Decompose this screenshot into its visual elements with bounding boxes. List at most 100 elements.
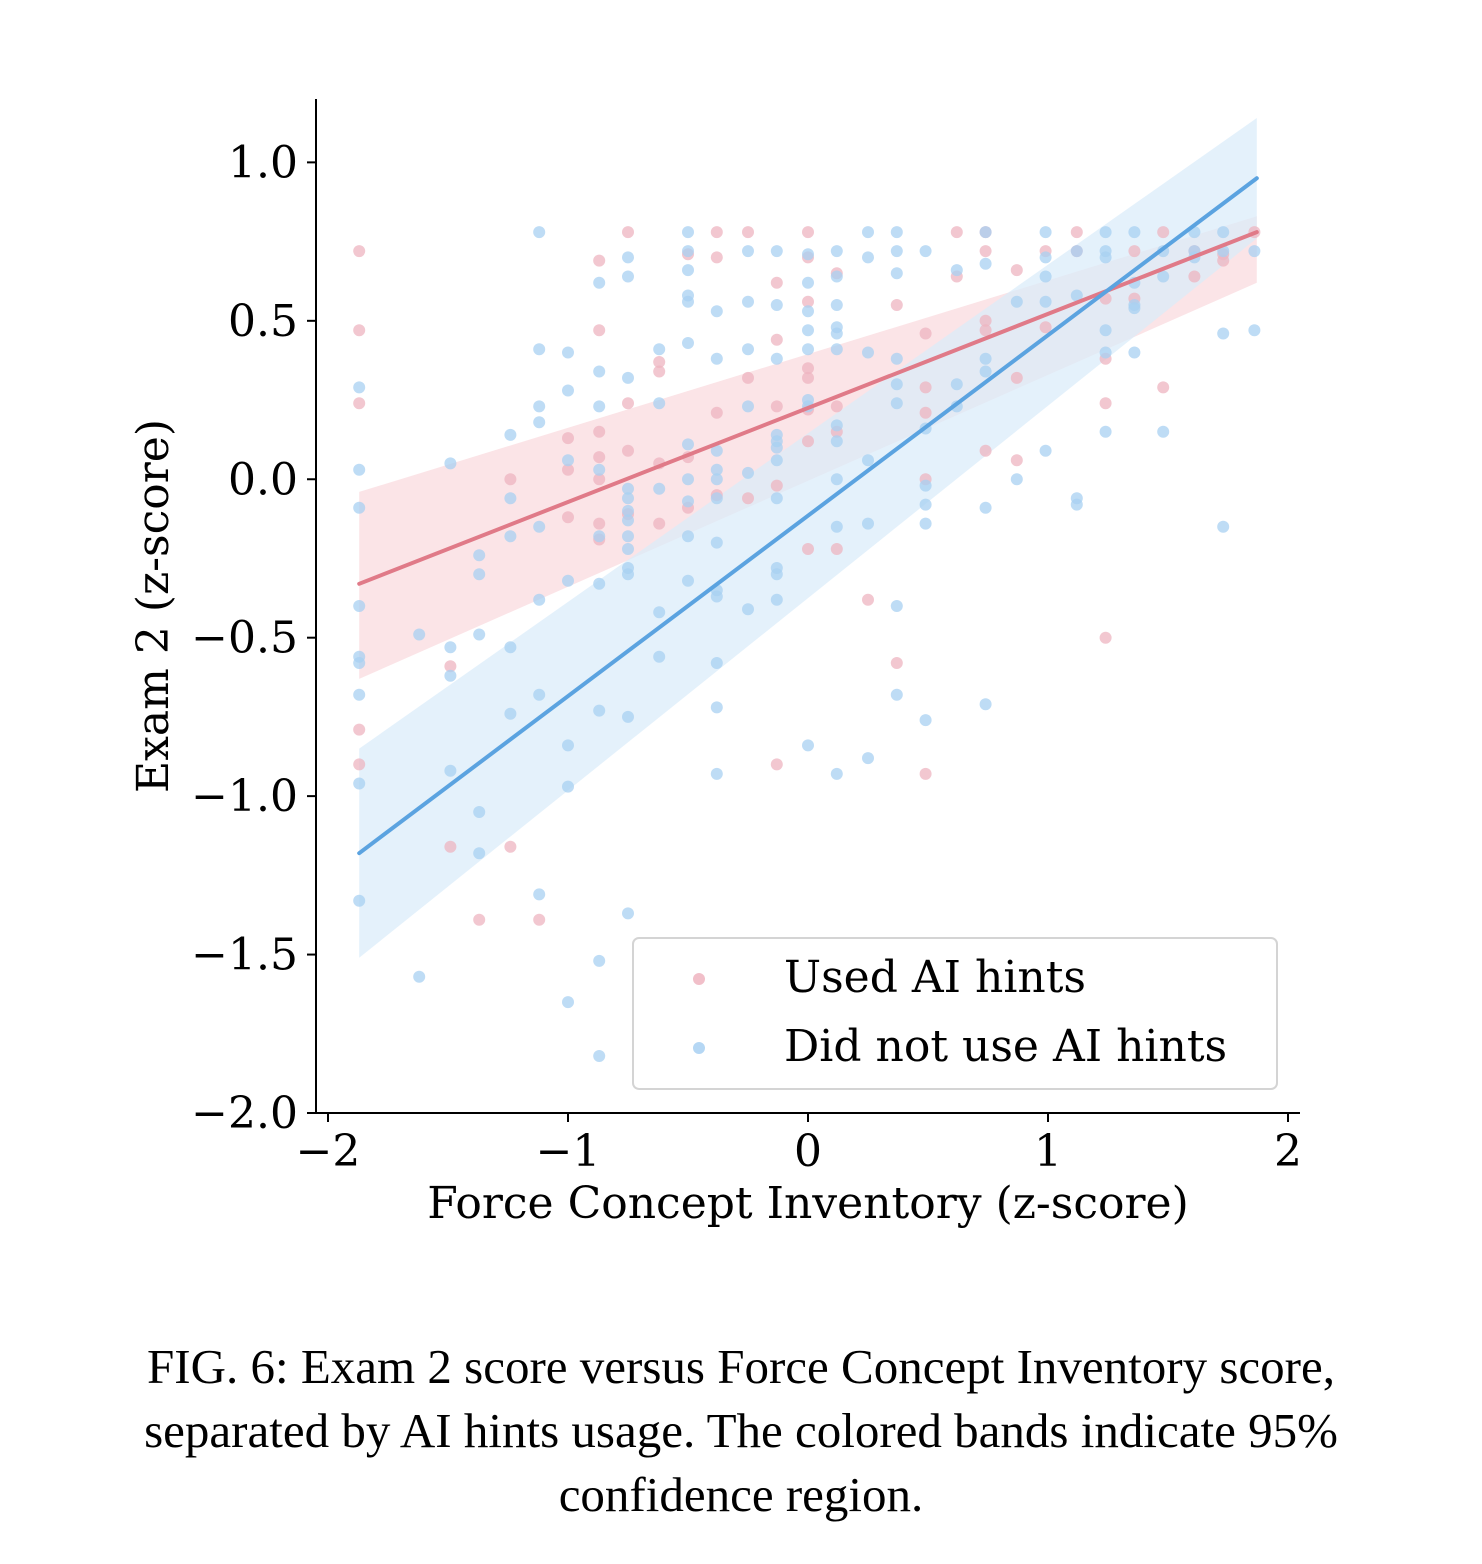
data-point-did-not-use-ai-hints	[562, 739, 574, 752]
data-point-used-ai-hints	[353, 758, 366, 771]
data-point-used-ai-hints	[533, 913, 546, 926]
data-point-did-not-use-ai-hints	[353, 688, 366, 701]
data-point-did-not-use-ai-hints	[682, 245, 694, 258]
data-point-did-not-use-ai-hints	[770, 492, 783, 505]
data-point-did-not-use-ai-hints	[473, 549, 486, 562]
data-point-did-not-use-ai-hints	[504, 707, 517, 720]
data-point-used-ai-hints	[890, 657, 903, 669]
data-point-used-ai-hints	[919, 327, 932, 340]
y-ticks: 1.0 0.5 0.0 −0.5 −1.0 −1.5 −2.0	[191, 137, 316, 1139]
data-point-did-not-use-ai-hints	[1070, 498, 1083, 511]
x-tick-label: −1	[536, 1126, 601, 1177]
data-point-did-not-use-ai-hints	[1217, 226, 1230, 239]
data-point-did-not-use-ai-hints	[444, 669, 457, 682]
data-point-did-not-use-ai-hints	[682, 226, 694, 239]
data-point-did-not-use-ai-hints	[533, 593, 546, 606]
data-point-did-not-use-ai-hints	[1039, 270, 1052, 283]
data-point-did-not-use-ai-hints	[890, 378, 903, 391]
data-point-did-not-use-ai-hints	[562, 996, 574, 1009]
data-point-used-ai-hints	[444, 660, 457, 673]
data-point-did-not-use-ai-hints	[1099, 251, 1112, 264]
data-point-did-not-use-ai-hints	[1128, 226, 1141, 239]
data-point-did-not-use-ai-hints	[682, 438, 694, 451]
data-point-did-not-use-ai-hints	[890, 397, 903, 410]
data-point-did-not-use-ai-hints	[353, 777, 366, 790]
data-point-used-ai-hints	[979, 245, 992, 258]
data-point-did-not-use-ai-hints	[473, 806, 486, 818]
x-ticks: −2 −1 0 1 2	[296, 1113, 1302, 1177]
data-point-did-not-use-ai-hints	[979, 257, 992, 270]
data-point-used-ai-hints	[919, 767, 932, 780]
y-tick-label: −1.0	[191, 771, 298, 822]
data-point-did-not-use-ai-hints	[979, 352, 992, 365]
data-point-did-not-use-ai-hints	[890, 600, 903, 612]
data-point-did-not-use-ai-hints	[682, 495, 694, 508]
data-point-used-ai-hints	[919, 406, 932, 419]
data-point-did-not-use-ai-hints	[742, 466, 754, 479]
legend-label-did-not-use-ai-hints: Did not use AI hints	[784, 1021, 1227, 1072]
data-point-used-ai-hints	[1039, 321, 1052, 334]
data-point-did-not-use-ai-hints	[562, 346, 574, 359]
data-point-did-not-use-ai-hints	[919, 479, 932, 492]
data-point-did-not-use-ai-hints	[622, 514, 634, 527]
data-point-did-not-use-ai-hints	[830, 327, 843, 340]
data-point-used-ai-hints	[919, 381, 932, 394]
data-point-did-not-use-ai-hints	[593, 530, 606, 543]
data-point-did-not-use-ai-hints	[742, 295, 754, 308]
y-tick-label: −0.5	[191, 613, 298, 664]
data-point-did-not-use-ai-hints	[890, 245, 903, 258]
data-point-used-ai-hints	[562, 432, 574, 445]
data-point-did-not-use-ai-hints	[593, 365, 606, 378]
data-point-did-not-use-ai-hints	[979, 698, 992, 711]
data-point-did-not-use-ai-hints	[653, 606, 666, 619]
data-point-used-ai-hints	[1099, 397, 1112, 410]
data-point-did-not-use-ai-hints	[710, 305, 723, 318]
data-point-used-ai-hints	[562, 463, 574, 476]
data-point-did-not-use-ai-hints	[473, 628, 486, 641]
data-point-used-ai-hints	[802, 371, 814, 384]
data-points	[353, 226, 1261, 1062]
data-point-did-not-use-ai-hints	[682, 574, 694, 587]
data-point-did-not-use-ai-hints	[1248, 324, 1261, 337]
data-point-did-not-use-ai-hints	[622, 482, 634, 495]
data-point-used-ai-hints	[802, 295, 814, 308]
data-point-did-not-use-ai-hints	[504, 530, 517, 543]
data-point-did-not-use-ai-hints	[1217, 327, 1230, 340]
data-point-did-not-use-ai-hints	[770, 299, 783, 311]
legend-frame	[632, 937, 1278, 1090]
regression-lines	[357, 176, 1259, 856]
confidence-band-did-not-use-ai-hints	[359, 118, 1257, 958]
data-point-used-ai-hints	[742, 226, 754, 239]
data-point-used-ai-hints	[830, 400, 843, 413]
data-point-used-ai-hints	[1070, 226, 1083, 239]
data-point-did-not-use-ai-hints	[770, 245, 783, 258]
data-point-did-not-use-ai-hints	[710, 767, 723, 780]
data-point-used-ai-hints	[593, 324, 606, 337]
x-tick-label: −2	[296, 1126, 361, 1177]
data-point-did-not-use-ai-hints	[1099, 226, 1112, 239]
legend: Used AI hints Did not use AI hints	[632, 937, 1278, 1090]
y-tick-label: −2.0	[191, 1088, 298, 1139]
data-point-used-ai-hints	[593, 425, 606, 438]
data-point-did-not-use-ai-hints	[830, 473, 843, 486]
data-point-used-ai-hints	[1217, 254, 1230, 267]
data-point-did-not-use-ai-hints	[653, 343, 666, 356]
data-point-did-not-use-ai-hints	[444, 641, 457, 654]
data-point-used-ai-hints	[1010, 454, 1023, 467]
data-point-did-not-use-ai-hints	[1070, 245, 1083, 258]
data-point-did-not-use-ai-hints	[593, 577, 606, 590]
data-point-did-not-use-ai-hints	[862, 454, 874, 467]
data-point-used-ai-hints	[653, 365, 666, 378]
data-point-did-not-use-ai-hints	[622, 270, 634, 283]
data-point-did-not-use-ai-hints	[444, 457, 457, 470]
data-point-did-not-use-ai-hints	[622, 530, 634, 543]
data-point-used-ai-hints	[979, 324, 992, 337]
data-point-did-not-use-ai-hints	[802, 276, 814, 289]
data-point-did-not-use-ai-hints	[682, 337, 694, 349]
data-point-did-not-use-ai-hints	[830, 419, 843, 432]
data-point-did-not-use-ai-hints	[862, 517, 874, 530]
data-point-did-not-use-ai-hints	[742, 603, 754, 616]
data-point-used-ai-hints	[473, 913, 486, 926]
data-point-did-not-use-ai-hints	[802, 305, 814, 318]
data-point-did-not-use-ai-hints	[413, 628, 426, 641]
